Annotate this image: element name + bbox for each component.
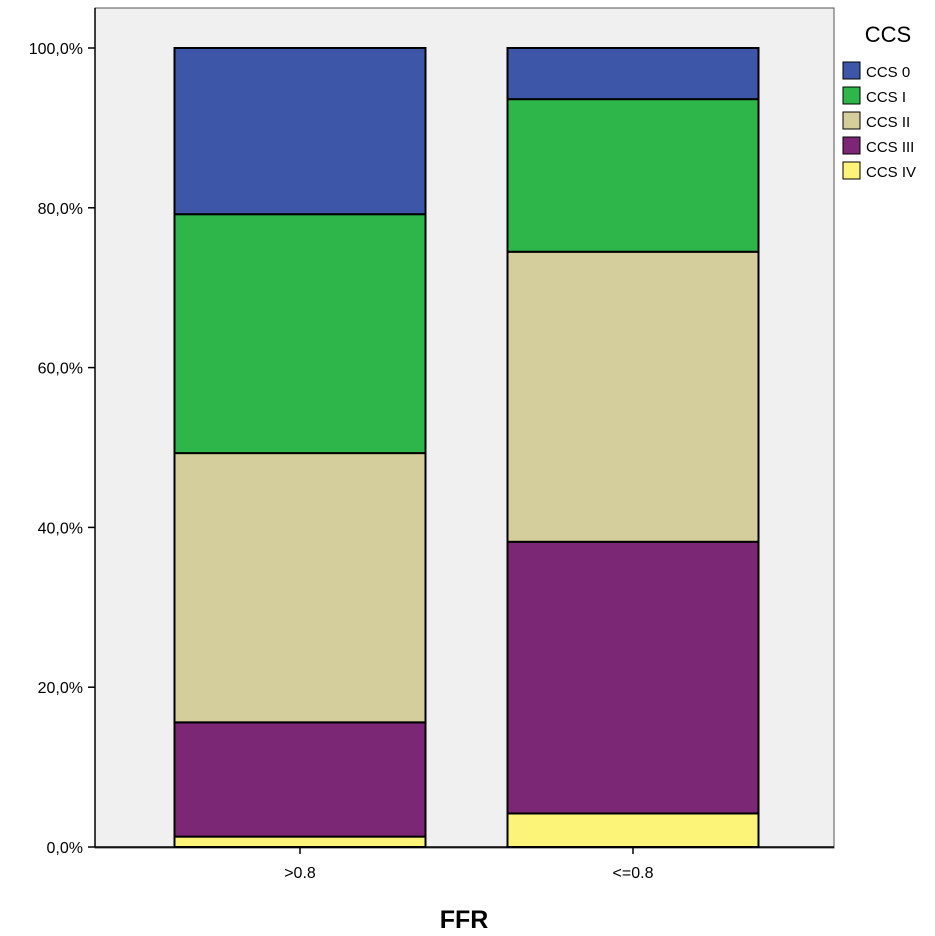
y-tick-label: 100,0%	[29, 41, 83, 58]
bar-segment-ccs-i-1	[173, 213, 427, 455]
legend-swatch	[842, 161, 861, 180]
y-tick-label: 60,0%	[38, 361, 83, 378]
legend-entry-ccs-0: CCS 0	[842, 61, 910, 81]
bar-segment-ccs-ii-1	[173, 452, 427, 724]
legend-entry-ccs-ii: CCS II	[842, 111, 910, 131]
y-tick-label: 40,0%	[38, 520, 83, 537]
bars-layer	[173, 47, 760, 849]
bar-segment-ccs-i-2	[506, 98, 760, 253]
y-tick-label: 20,0%	[38, 680, 83, 697]
legend-label: CCS 0	[866, 64, 910, 81]
legend-entry-ccs-iv: CCS IV	[842, 161, 916, 181]
legend-label: CCS IV	[866, 164, 916, 181]
x-tick-label: >0.8	[284, 865, 316, 882]
x-axis-title: FFR	[440, 906, 489, 934]
x-tick-label: <=0.8	[613, 865, 654, 882]
legend-swatch	[842, 111, 861, 130]
bar-segment-ccs-ii-2	[506, 250, 760, 543]
legend-swatch	[842, 86, 861, 105]
legend-entry-ccs-iii: CCS III	[842, 136, 914, 156]
legend-swatch	[842, 136, 861, 155]
legend-label: CCS I	[866, 89, 906, 106]
legend-entries: CCS 0 CCS I CCS II CCS III CCS IV	[842, 61, 916, 181]
legend-entry-ccs-i: CCS I	[842, 86, 906, 106]
legend-label: CCS III	[866, 139, 914, 156]
axes-layer: 0,0% 20,0% 40,0% 60,0% 80,0% 100,0% >0.8 <=0.8	[29, 8, 834, 882]
y-tick-label: 80,0%	[38, 201, 83, 218]
legend: CCS CCS 0 CCS I CCS II CCS III CCS IV	[842, 22, 916, 181]
bar-segment-ccs-iii-1	[173, 721, 427, 838]
bar-segment-ccs-iv-1	[173, 835, 427, 848]
y-tick-label: 0,0%	[47, 840, 83, 857]
bar-segment-ccs-iv-2	[506, 812, 760, 849]
legend-swatch	[842, 61, 861, 80]
bar-segment-ccs-0-2	[506, 47, 760, 101]
legend-title: CCS	[865, 22, 911, 47]
bar-segment-ccs-iii-2	[506, 540, 760, 815]
bar-segment-ccs-0-1	[173, 47, 427, 216]
legend-label: CCS II	[866, 114, 910, 131]
